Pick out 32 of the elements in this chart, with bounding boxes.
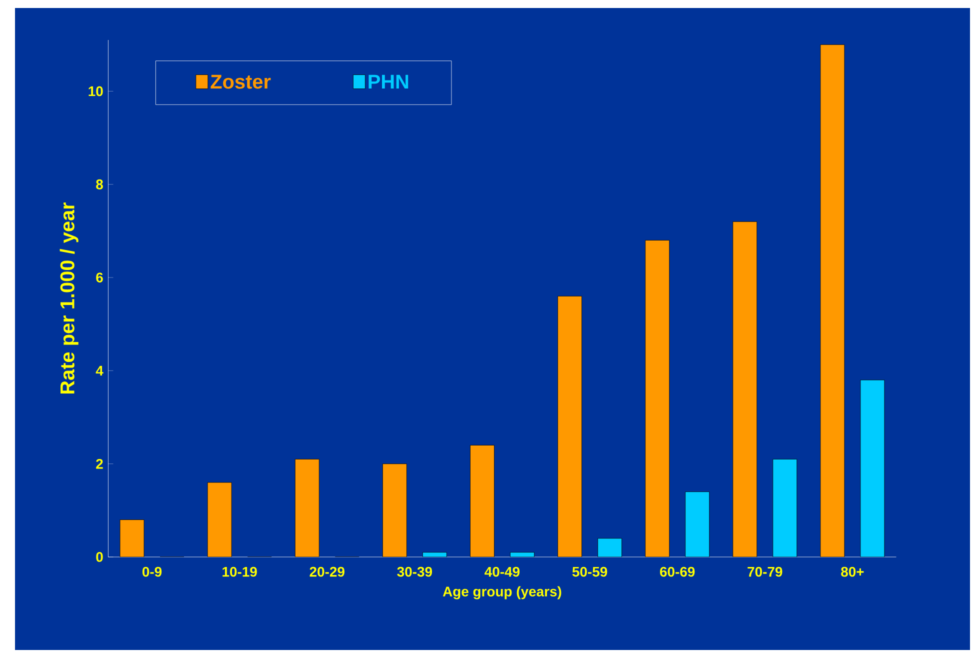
x-tick-label: 10-19 [222, 566, 257, 577]
y-tick-label: 2 [96, 458, 103, 469]
bar [860, 380, 885, 557]
x-tick-label: 60-69 [660, 566, 695, 577]
x-axis-title: Age group (years) [442, 586, 562, 600]
x-tick-label: 30-39 [397, 566, 432, 577]
legend-label: PHN [368, 74, 408, 89]
legend-label: Zoster [210, 74, 271, 89]
bar [294, 458, 320, 557]
bar [207, 482, 232, 557]
x-tick-label: 50-59 [572, 566, 608, 577]
y-tick-label: 8 [96, 179, 103, 190]
bar [382, 464, 407, 557]
x-tick-label: 20-29 [310, 566, 344, 577]
bar [685, 492, 710, 557]
x-tick-label: 70-79 [748, 566, 782, 577]
bar [645, 240, 670, 557]
y-tick-label: 4 [96, 366, 104, 376]
bar [598, 538, 622, 557]
y-tick-label: 10 [88, 86, 103, 96]
x-tick-label: 0-9 [142, 566, 162, 577]
bar [732, 221, 758, 557]
y-tick-label: 0 [96, 552, 103, 562]
x-tick-label: 80+ [841, 566, 864, 577]
x-tick-label: 40-49 [484, 566, 520, 577]
y-axis-title: Rate per 1.000 / year [60, 202, 78, 394]
bar [820, 44, 845, 557]
bar [120, 520, 144, 557]
bar [772, 458, 798, 557]
bar [558, 296, 582, 557]
y-tick-label: 6 [96, 272, 103, 282]
bar [470, 445, 494, 557]
